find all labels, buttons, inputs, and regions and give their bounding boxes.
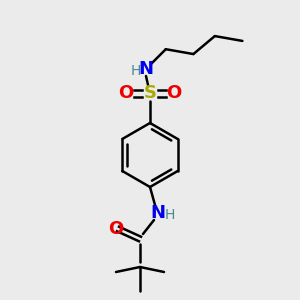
- Text: H: H: [165, 208, 175, 222]
- Text: H: H: [131, 64, 141, 78]
- Text: N: N: [151, 204, 166, 222]
- Text: S: S: [143, 84, 157, 102]
- Text: N: N: [139, 60, 154, 78]
- Text: O: O: [108, 220, 124, 238]
- Text: O: O: [118, 84, 134, 102]
- Text: O: O: [167, 84, 182, 102]
